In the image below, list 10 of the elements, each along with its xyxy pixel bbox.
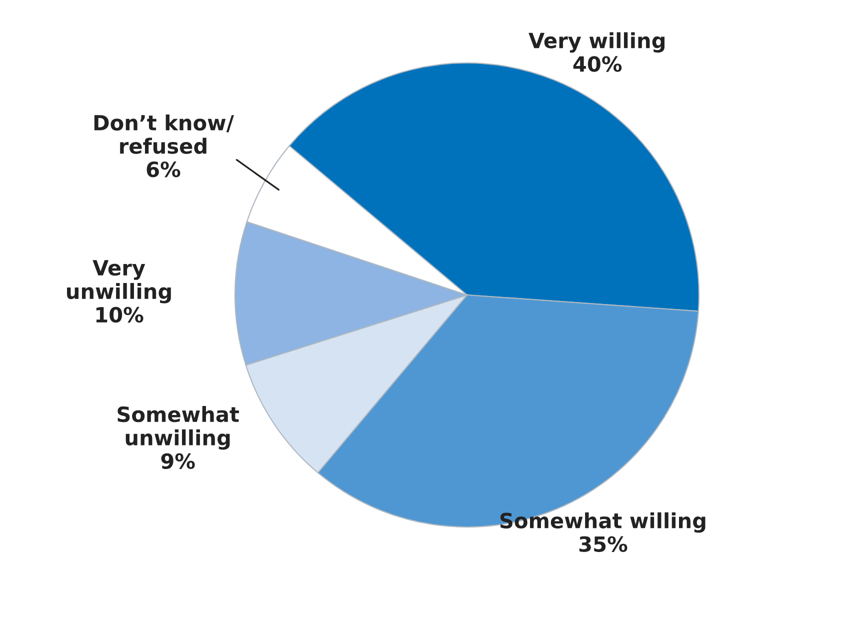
data-label: 40% — [573, 56, 622, 72]
slice-label: Very unwilling — [67, 260, 171, 304]
data-label: 6% — [146, 161, 180, 178]
slice-label: Somewhat unwilling — [118, 406, 239, 450]
slice-label: Don’t know/ refused — [94, 114, 234, 154]
slice-label: Very willing — [528, 32, 664, 53]
data-label: 35% — [579, 536, 628, 552]
data-label: 10% — [96, 306, 144, 323]
data-label: 9% — [161, 453, 195, 470]
slice-label: Somewhat willing — [500, 512, 706, 533]
